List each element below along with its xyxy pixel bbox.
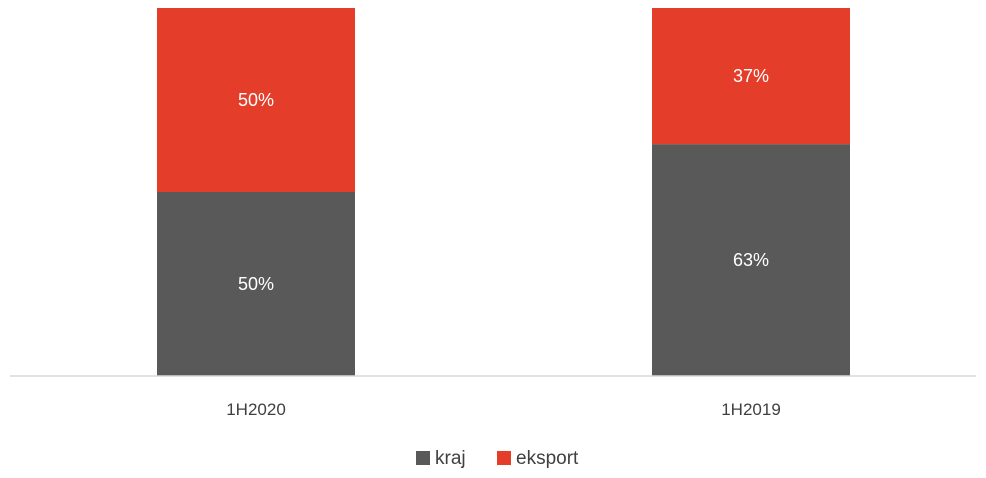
legend-label-kraj: kraj <box>435 448 466 469</box>
data-label-eksport-1H2019: 37% <box>733 66 769 86</box>
legend-swatch-eksport <box>497 451 511 465</box>
category-labels: 1H2020 1H2019 <box>226 400 781 419</box>
bar-eksport-1H2020 <box>157 8 355 192</box>
legend: kraj eksport <box>416 448 579 469</box>
bars-group: 50% 50% 63% 37% <box>157 8 850 376</box>
bar-kraj-1H2020 <box>157 192 355 376</box>
category-label: 1H2019 <box>721 400 781 419</box>
category-label: 1H2020 <box>226 400 286 419</box>
data-label-eksport-1H2020: 50% <box>238 90 274 110</box>
data-label-kraj-1H2019: 63% <box>733 250 769 270</box>
bar-kraj-1H2019 <box>652 144 850 376</box>
data-label-kraj-1H2020: 50% <box>238 274 274 294</box>
bar-eksport-1H2019 <box>652 8 850 145</box>
legend-label-eksport: eksport <box>516 448 579 469</box>
legend-swatch-kraj <box>416 451 430 465</box>
